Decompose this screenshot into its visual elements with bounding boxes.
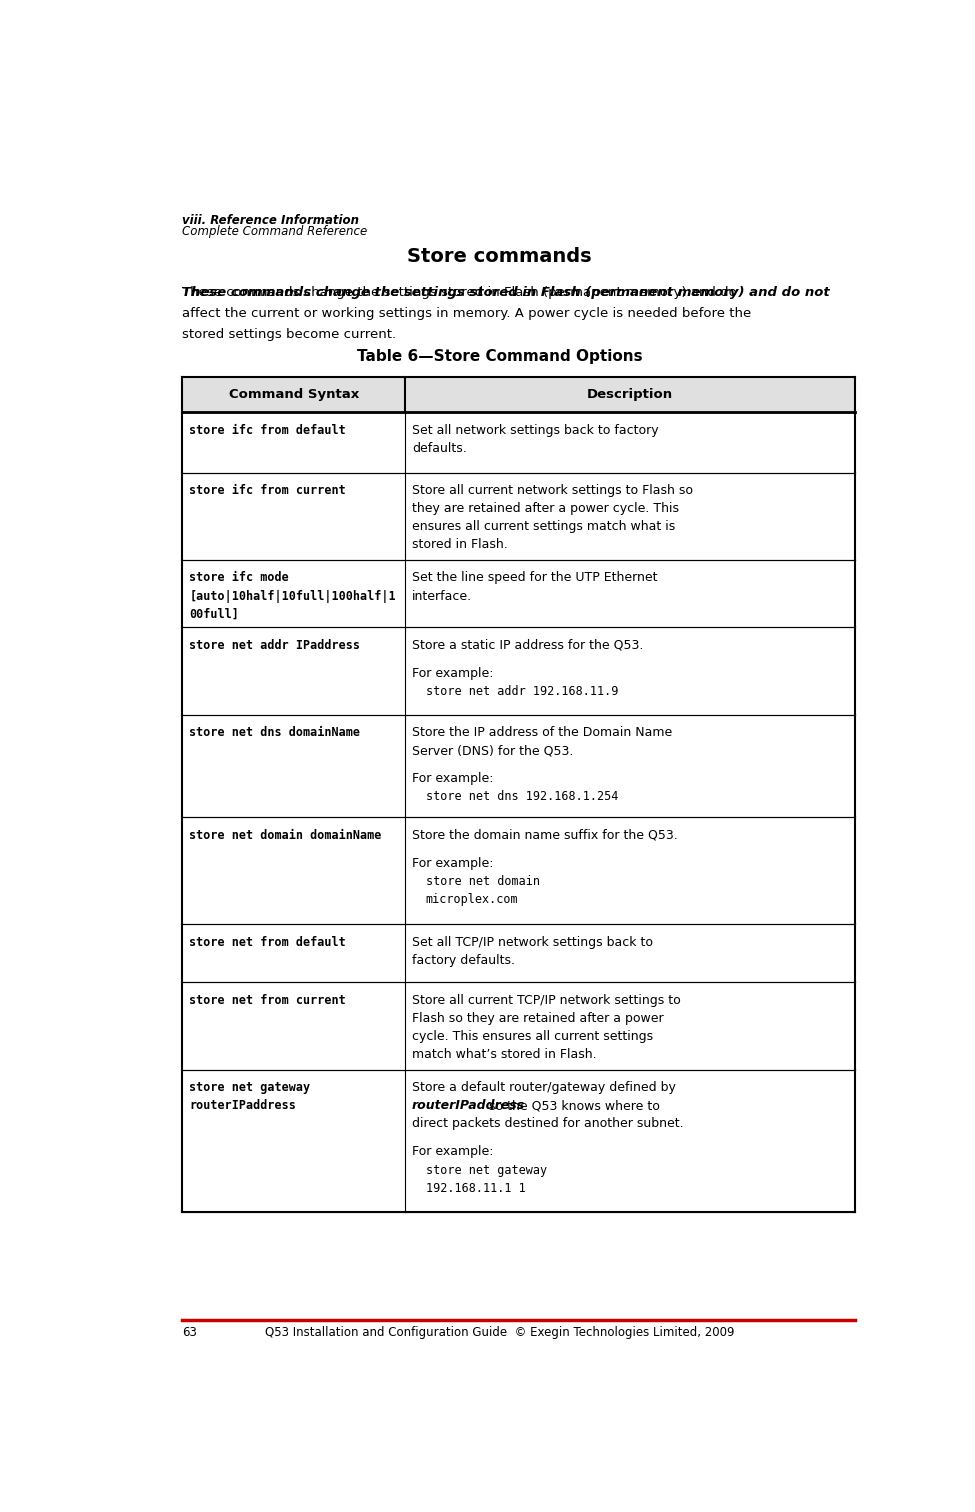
Text: store net gateway: store net gateway	[189, 1081, 310, 1095]
Text: routerIPaddress: routerIPaddress	[189, 1099, 296, 1113]
Text: 00full]: 00full]	[189, 608, 239, 620]
Text: For example:: For example:	[412, 773, 493, 785]
Text: store ifc mode: store ifc mode	[189, 572, 289, 585]
Text: factory defaults.: factory defaults.	[412, 954, 515, 966]
Text: Description: Description	[587, 389, 673, 401]
Text: stored in Flash.: stored in Flash.	[412, 538, 508, 552]
Text: Store commands: Store commands	[408, 246, 592, 266]
Text: store net dns domainName: store net dns domainName	[189, 726, 360, 739]
Text: Store a default router/gateway defined by: Store a default router/gateway defined b…	[412, 1081, 676, 1095]
Text: For example:: For example:	[412, 1146, 493, 1158]
Text: 192.168.11.1 1: 192.168.11.1 1	[426, 1181, 526, 1194]
Text: Q53 Installation and Configuration Guide  © Exegin Technologies Limited, 2009: Q53 Installation and Configuration Guide…	[265, 1326, 734, 1340]
Text: These commands change the settings stored in Flash (permanent memory) and do not: These commands change the settings store…	[182, 286, 830, 299]
Text: Store a static IP address for the Q53.: Store a static IP address for the Q53.	[412, 640, 644, 652]
Text: store ifc from default: store ifc from default	[189, 423, 346, 437]
Text: microplex.com: microplex.com	[426, 892, 519, 906]
Text: defaults.: defaults.	[412, 442, 467, 455]
Text: store net addr 192.168.11.9: store net addr 192.168.11.9	[426, 685, 618, 699]
Text: ensures all current settings match what is: ensures all current settings match what …	[412, 520, 676, 534]
Text: store net domain: store net domain	[426, 875, 539, 888]
Text: match what’s stored in Flash.: match what’s stored in Flash.	[412, 1048, 597, 1061]
Text: store net from default: store net from default	[189, 936, 346, 950]
Text: they are retained after a power cycle. This: they are retained after a power cycle. T…	[412, 502, 679, 516]
Text: interface.: interface.	[412, 590, 472, 602]
Text: affect the current or working settings in memory. A power cycle is needed before: affect the current or working settings i…	[182, 307, 752, 321]
Text: Store all current TCP/IP network settings to: Store all current TCP/IP network setting…	[412, 993, 681, 1007]
Text: Set the line speed for the UTP Ethernet: Set the line speed for the UTP Ethernet	[412, 572, 657, 585]
Text: viii. Reference Information: viii. Reference Information	[182, 215, 360, 227]
Text: Server (DNS) for the Q53.: Server (DNS) for the Q53.	[412, 744, 573, 758]
Text: store net domain domainName: store net domain domainName	[189, 829, 381, 842]
Text: Set all TCP/IP network settings back to: Set all TCP/IP network settings back to	[412, 936, 653, 950]
Text: For example:: For example:	[412, 857, 493, 869]
Text: Store the domain name suffix for the Q53.: Store the domain name suffix for the Q53…	[412, 829, 678, 842]
Text: Complete Command Reference: Complete Command Reference	[182, 224, 368, 237]
Text: store net from current: store net from current	[189, 993, 346, 1007]
Bar	[182, 376, 855, 411]
Text: [auto|10half|10full|100half|1: [auto|10half|10full|100half|1	[189, 590, 396, 602]
Text: 63: 63	[182, 1326, 197, 1340]
Text: For example:: For example:	[412, 667, 493, 680]
Text: store ifc from current: store ifc from current	[189, 484, 346, 497]
Text: stored settings become current.: stored settings become current.	[182, 328, 397, 342]
Text: routerIPaddress: routerIPaddress	[412, 1099, 526, 1113]
Text: store net gateway: store net gateway	[426, 1164, 547, 1176]
Text: cycle. This ensures all current settings: cycle. This ensures all current settings	[412, 1030, 653, 1043]
Text: Command Syntax: Command Syntax	[229, 389, 359, 401]
Text: Flash so they are retained after a power: Flash so they are retained after a power	[412, 1012, 664, 1025]
Text: store net addr IPaddress: store net addr IPaddress	[189, 640, 360, 652]
Text: These commands change the settings stored in Flash (permanent memory) and do: These commands change the settings store…	[182, 286, 741, 299]
Text: direct packets destined for another subnet.: direct packets destined for another subn…	[412, 1117, 683, 1131]
Text: Store the IP address of the Domain Name: Store the IP address of the Domain Name	[412, 726, 673, 739]
Text: store net dns 192.168.1.254: store net dns 192.168.1.254	[426, 791, 618, 803]
Text: Store all current network settings to Flash so: Store all current network settings to Fl…	[412, 484, 693, 497]
Text: Set all network settings back to factory: Set all network settings back to factory	[412, 423, 659, 437]
Text: so the Q53 knows where to: so the Q53 knows where to	[485, 1099, 659, 1113]
Text: Table 6—Store Command Options: Table 6—Store Command Options	[357, 349, 643, 364]
